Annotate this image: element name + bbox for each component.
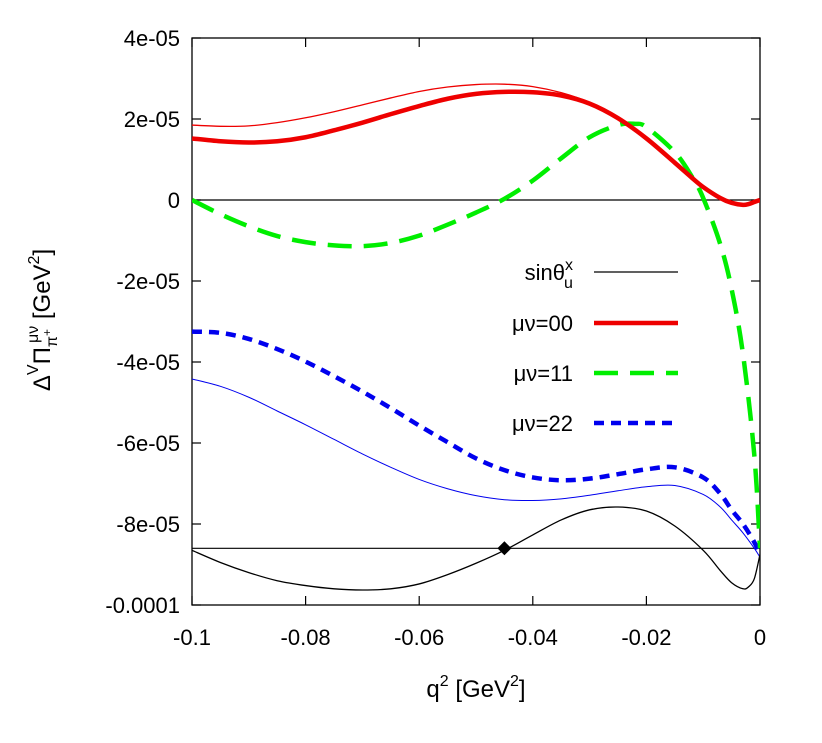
x-tick-label: -0.1 [173, 625, 211, 650]
diamond-marker [497, 541, 512, 556]
x-tick-label: -0.04 [508, 625, 558, 650]
y-tick-label: 2e-05 [124, 107, 180, 132]
series-line-sin [192, 506, 760, 591]
y-axis-title: ΔVΠπ+μν [GeV2] [25, 249, 61, 391]
y-tick-label: -6e-05 [116, 431, 180, 456]
x-tick-label: 0 [754, 625, 766, 650]
series-line-mn22thin [192, 378, 760, 558]
x-tick-label: -0.06 [394, 625, 444, 650]
y-tick-label: 0 [168, 188, 180, 213]
series-line-mn00 [192, 89, 760, 208]
legend-label-mn11: μν=11 [514, 361, 573, 386]
y-tick-label: -0.0001 [105, 593, 180, 618]
y-tick-label: -2e-05 [116, 269, 180, 294]
x-tick-label: -0.08 [281, 625, 331, 650]
series-line-mn11 [192, 121, 760, 549]
x-tick-label: -0.02 [621, 625, 671, 650]
legend-label-mn00: μν=00 [512, 311, 573, 336]
x-axis-title: q2 [GeV2] [426, 673, 525, 703]
legend-label-sin: sinθx u [525, 257, 573, 292]
series-line-mn22 [192, 329, 760, 556]
legend: sinθx u μν=00 μν=11 μν=22 [512, 257, 678, 436]
y-tick-label: 4e-05 [124, 26, 180, 51]
y-tick-label: -4e-05 [116, 350, 180, 375]
legend-label-mn22: μν=22 [512, 411, 573, 436]
plot-frame [191, 37, 761, 606]
y-tick-label: -8e-05 [116, 512, 180, 537]
series-line-mn00thin [192, 83, 760, 206]
